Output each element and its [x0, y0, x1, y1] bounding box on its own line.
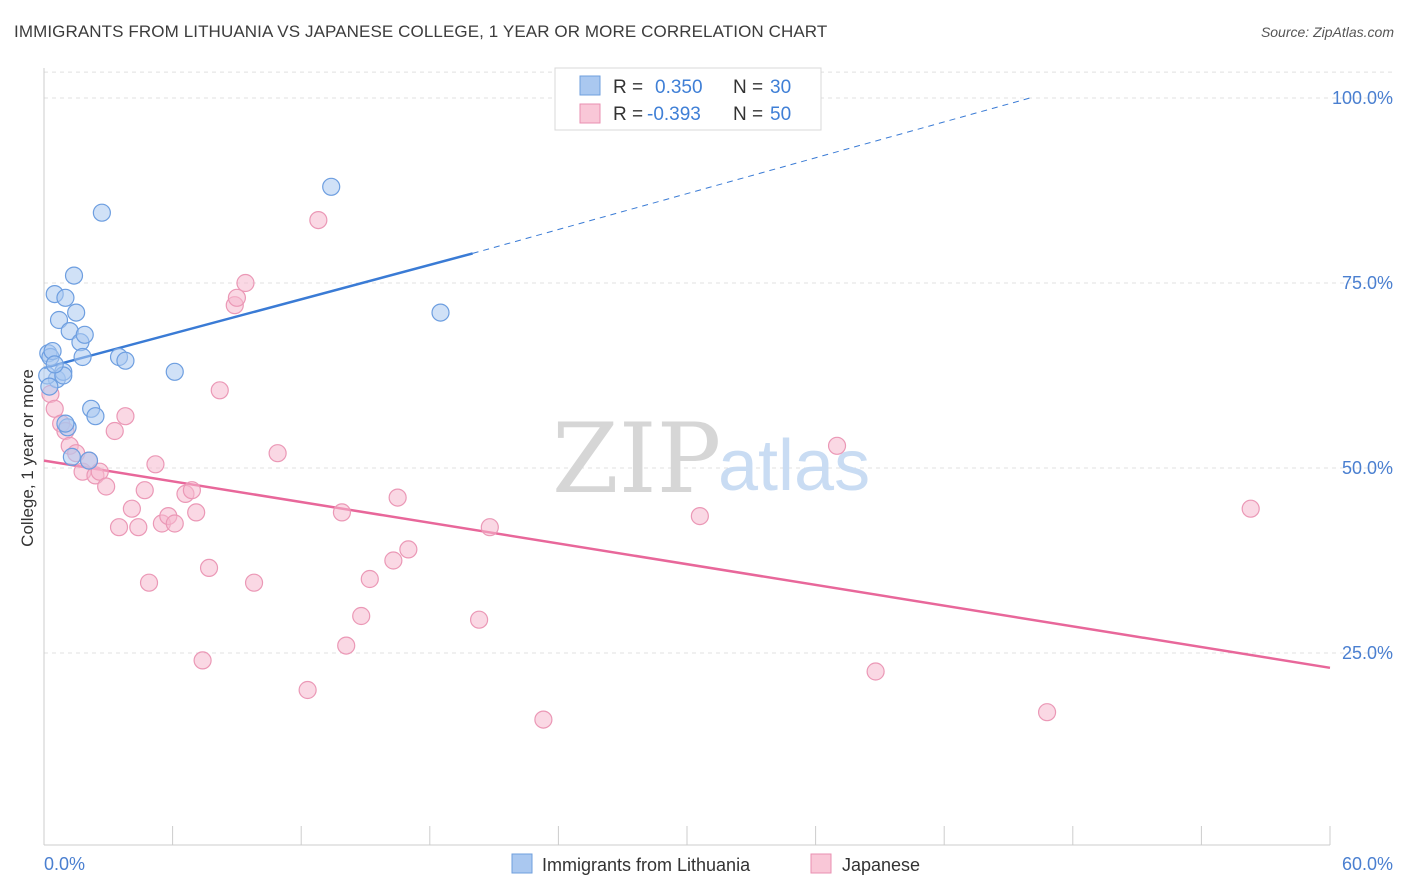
bottom-legend: Immigrants from Lithuania Japanese — [511, 853, 920, 875]
y-tick-label: 50.0% — [1342, 458, 1393, 478]
legend-r-value-2: -0.393 — [647, 104, 701, 125]
point-japanese — [534, 710, 553, 729]
trend-lines — [43, 97, 1331, 670]
point-lithuania — [56, 288, 75, 307]
bottom-legend-swatch-blue — [511, 853, 533, 874]
x-tick-label-max: 60.0% — [1342, 854, 1393, 874]
point-japanese — [388, 488, 407, 507]
bottom-legend-label-lithuania: Immigrants from Lithuania — [542, 855, 751, 875]
y-tick-label: 25.0% — [1342, 643, 1393, 663]
point-japanese — [122, 499, 141, 518]
point-japanese — [469, 610, 489, 629]
point-lithuania — [116, 351, 135, 370]
legend-n-value-2: 50 — [770, 104, 791, 125]
point-japanese — [337, 636, 356, 655]
point-japanese — [139, 573, 159, 592]
point-japanese — [129, 518, 148, 537]
point-japanese — [268, 444, 287, 463]
point-japanese — [1037, 703, 1057, 722]
point-japanese — [210, 381, 229, 400]
point-japanese — [690, 506, 709, 526]
point-japanese — [360, 569, 379, 589]
point-lithuania — [75, 325, 94, 344]
point-japanese — [97, 477, 116, 496]
point-japanese — [193, 651, 212, 670]
point-japanese — [135, 481, 154, 500]
legend-swatch-pink — [579, 103, 601, 124]
point-japanese — [298, 680, 317, 700]
point-japanese — [244, 573, 264, 592]
point-lithuania — [62, 447, 81, 466]
point-lithuania — [79, 451, 99, 470]
point-lithuania — [67, 303, 86, 322]
point-japanese — [105, 421, 124, 441]
point-japanese — [384, 551, 403, 570]
watermark-zip: ZIP — [552, 403, 721, 515]
point-japanese — [309, 211, 328, 230]
watermark-atlas: atlas — [718, 426, 870, 506]
y-tick-label: 100.0% — [1332, 88, 1393, 108]
point-lithuania — [73, 347, 92, 367]
point-lithuania — [92, 203, 111, 222]
point-japanese — [182, 481, 201, 500]
y-tick-label: 75.0% — [1342, 273, 1393, 293]
point-lithuania — [64, 266, 84, 285]
trend-line-japanese — [43, 459, 1331, 670]
scatter-points — [38, 177, 1260, 729]
point-japanese — [352, 606, 371, 626]
chart-title: IMMIGRANTS FROM LITHUANIA VS JAPANESE CO… — [14, 22, 828, 41]
point-lithuania — [165, 362, 184, 381]
y-tick-labels: 100.0% 75.0% 50.0% 25.0% — [1332, 88, 1393, 663]
x-tick-marks — [43, 826, 1331, 845]
trend-line-lithuania-extension — [472, 97, 1031, 254]
legend: R = 0.350 N = 30 R = -0.393 N = 50 — [554, 67, 822, 131]
point-japanese — [165, 514, 184, 533]
point-lithuania — [49, 310, 69, 330]
legend-r-label-2: R = — [613, 104, 643, 125]
point-lithuania — [56, 414, 75, 433]
point-japanese — [109, 518, 129, 537]
x-tick-label-min: 0.0% — [44, 854, 85, 874]
point-japanese — [236, 273, 255, 293]
legend-n-label-1: N = — [733, 77, 763, 98]
gridlines — [44, 71, 1393, 654]
watermark: ZIP atlas — [552, 403, 870, 515]
point-japanese — [227, 288, 246, 307]
point-lithuania — [322, 177, 341, 196]
legend-r-label-1: R = — [613, 77, 643, 98]
legend-n-value-1: 30 — [770, 77, 791, 98]
point-japanese — [1241, 499, 1260, 518]
legend-swatch-blue — [579, 75, 601, 96]
bottom-legend-swatch-pink — [810, 853, 832, 874]
legend-n-label-2: N = — [733, 104, 763, 125]
bottom-legend-label-japanese: Japanese — [842, 855, 920, 875]
legend-r-value-1: 0.350 — [655, 77, 703, 98]
point-japanese — [199, 558, 219, 578]
point-lithuania — [431, 303, 450, 322]
point-japanese — [399, 540, 418, 559]
point-japanese — [187, 503, 206, 522]
point-japanese — [146, 455, 165, 474]
point-japanese — [480, 518, 499, 537]
point-lithuania — [40, 377, 59, 396]
point-japanese — [332, 503, 352, 522]
point-japanese — [827, 436, 847, 455]
point-lithuania — [45, 355, 64, 374]
y-axis-label: College, 1 year or more — [18, 369, 37, 547]
trend-line-lithuania — [43, 252, 473, 370]
source-label: Source: ZipAtlas.com — [1260, 24, 1394, 40]
point-lithuania — [86, 407, 105, 426]
point-japanese — [866, 662, 885, 681]
point-japanese — [116, 407, 135, 426]
